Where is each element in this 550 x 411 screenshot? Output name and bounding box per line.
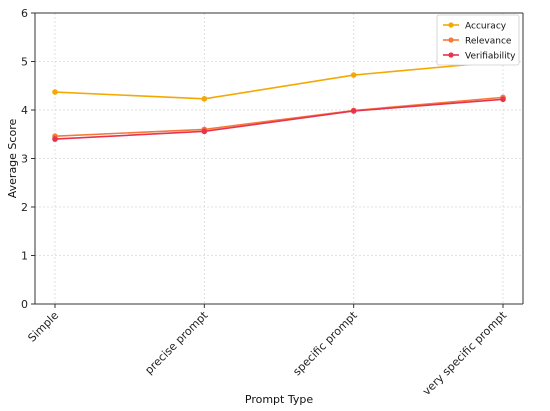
data-point xyxy=(350,108,357,114)
legend-item: Verifiability xyxy=(443,52,516,62)
y-tick-label: 0 xyxy=(21,298,28,311)
data-point xyxy=(201,128,208,135)
legend-box xyxy=(436,14,520,66)
legend-swatch-marker xyxy=(448,22,454,28)
legend-label: Verifiability xyxy=(465,52,516,62)
series-verifiability xyxy=(52,96,506,142)
y-tick-label: 1 xyxy=(21,250,28,263)
x-tick-label: specific prompt xyxy=(290,308,360,378)
y-tick-labels: 0 1 2 3 4 5 6 xyxy=(21,7,35,311)
legend-item: Accuracy xyxy=(443,22,507,32)
series-relevance xyxy=(52,94,506,139)
y-tick-label: 3 xyxy=(21,153,28,166)
y-tick-label: 5 xyxy=(21,56,28,69)
x-tick-label: precise prompt xyxy=(142,308,210,376)
legend-swatch-marker xyxy=(448,37,454,43)
legend: Accuracy Relevance Verifiability xyxy=(436,14,520,66)
data-point xyxy=(52,89,58,95)
legend-label: Accuracy xyxy=(465,22,507,32)
data-point xyxy=(201,96,208,102)
series-line xyxy=(54,60,504,100)
legend-item: Relevance xyxy=(443,37,512,47)
series-layer xyxy=(52,58,506,142)
data-point xyxy=(500,96,506,103)
y-axis-title: Average Score xyxy=(6,119,19,199)
legend-label: Relevance xyxy=(465,37,512,47)
series-line xyxy=(54,96,504,137)
y-tick-label: 6 xyxy=(21,7,28,20)
legend-swatch-marker xyxy=(448,52,454,58)
x-axis-title: Prompt Type xyxy=(245,393,313,406)
x-tick-label: Simple xyxy=(25,309,61,345)
x-tick-label: very specific prompt xyxy=(420,308,509,397)
data-point xyxy=(350,72,357,78)
y-tick-label: 4 xyxy=(21,104,28,117)
x-tick-labels: Simple precise prompt specific prompt very … xyxy=(25,304,510,398)
data-point xyxy=(52,136,58,142)
series-line xyxy=(54,98,504,140)
y-tick-label: 2 xyxy=(21,201,28,214)
